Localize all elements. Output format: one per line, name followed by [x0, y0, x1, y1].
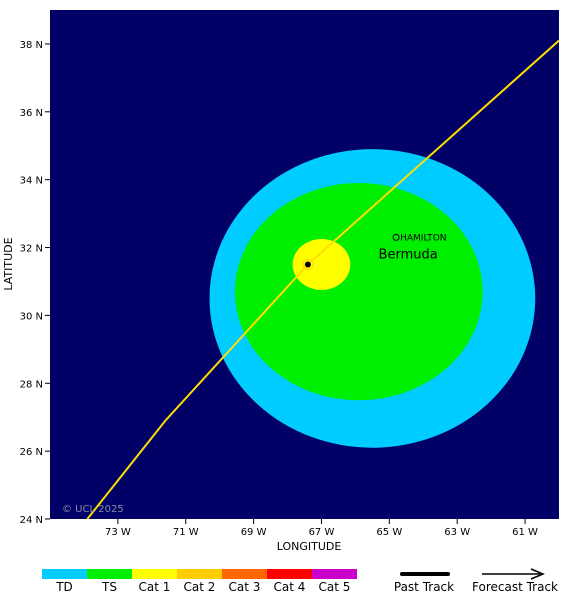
past-track-label: Past Track — [394, 580, 454, 594]
arrow-right-icon — [530, 568, 545, 580]
city-marker-icon — [392, 233, 400, 241]
forecast-track-legend: Forecast Track — [472, 568, 558, 594]
lat-tick-label: 38 N — [20, 40, 43, 51]
region-label: Bermuda — [379, 247, 438, 262]
lon-tick-label: 61 W — [512, 527, 538, 538]
map-label-layer: HAMILTON Bermuda — [379, 233, 447, 262]
category-legend: TD TS Cat 1 Cat 2 Cat 3 Cat 4 Cat 5 — [42, 569, 357, 594]
lon-tick-label: 69 W — [241, 527, 267, 538]
wind-field-layer — [209, 149, 536, 448]
legend-swatch-cat-4 — [267, 569, 312, 579]
city-label: HAMILTON — [400, 233, 446, 243]
forecast-track-label: Forecast Track — [472, 580, 558, 594]
y-axis-title: LATITUDE — [2, 237, 15, 290]
lat-tick-label: 32 N — [20, 244, 43, 255]
lon-tick-label: 63 W — [444, 527, 470, 538]
legend-swatch-cat-2 — [177, 569, 222, 579]
legend-label-cat-3: Cat 3 — [229, 580, 261, 594]
lon-tick-label: 67 W — [309, 527, 335, 538]
legend-label-cat-4: Cat 4 — [274, 580, 306, 594]
legend-label-cat-5: Cat 5 — [319, 580, 351, 594]
lon-tick-label: 71 W — [173, 527, 199, 538]
lon-tick-label: 65 W — [376, 527, 402, 538]
track-layer — [86, 39, 559, 519]
lat-tick-label: 28 N — [20, 379, 43, 390]
legend-swatch-cat-1 — [132, 569, 177, 579]
storm-center-icon — [304, 261, 311, 268]
lat-tick-label: 34 N — [20, 176, 43, 187]
storm-center-ring-icon — [302, 258, 314, 271]
wind-field-ts — [234, 183, 483, 401]
storm-track-line — [86, 39, 559, 519]
lat-tick-label: 24 N — [20, 515, 43, 526]
lat-tick-label: 26 N — [20, 447, 43, 458]
legend-label-cat-1: Cat 1 — [139, 580, 171, 594]
wind-field-cat-1 — [292, 239, 351, 290]
latitude-ticks: 24 N 26 N 28 N 30 N 32 N 34 N 36 N 38 N — [20, 40, 50, 526]
longitude-ticks: 73 W 71 W 69 W 67 W 65 W 63 W 61 W — [105, 519, 538, 538]
legend-label-ts: TS — [101, 580, 117, 594]
legend-swatch-cat-3 — [222, 569, 267, 579]
legend-label-td: TD — [55, 580, 73, 594]
legend-swatch-td — [42, 569, 87, 579]
lon-tick-label: 73 W — [105, 527, 131, 538]
legend-swatch-ts — [87, 569, 132, 579]
x-axis-title: LONGITUDE — [277, 540, 342, 553]
marker-layer — [302, 258, 314, 271]
lat-tick-label: 30 N — [20, 311, 43, 322]
lat-tick-label: 36 N — [20, 108, 43, 119]
credit-text: © UCL 2025 — [62, 504, 124, 515]
legend-label-cat-2: Cat 2 — [184, 580, 216, 594]
legend-swatch-cat-5 — [312, 569, 357, 579]
past-track-legend: Past Track — [394, 572, 454, 594]
